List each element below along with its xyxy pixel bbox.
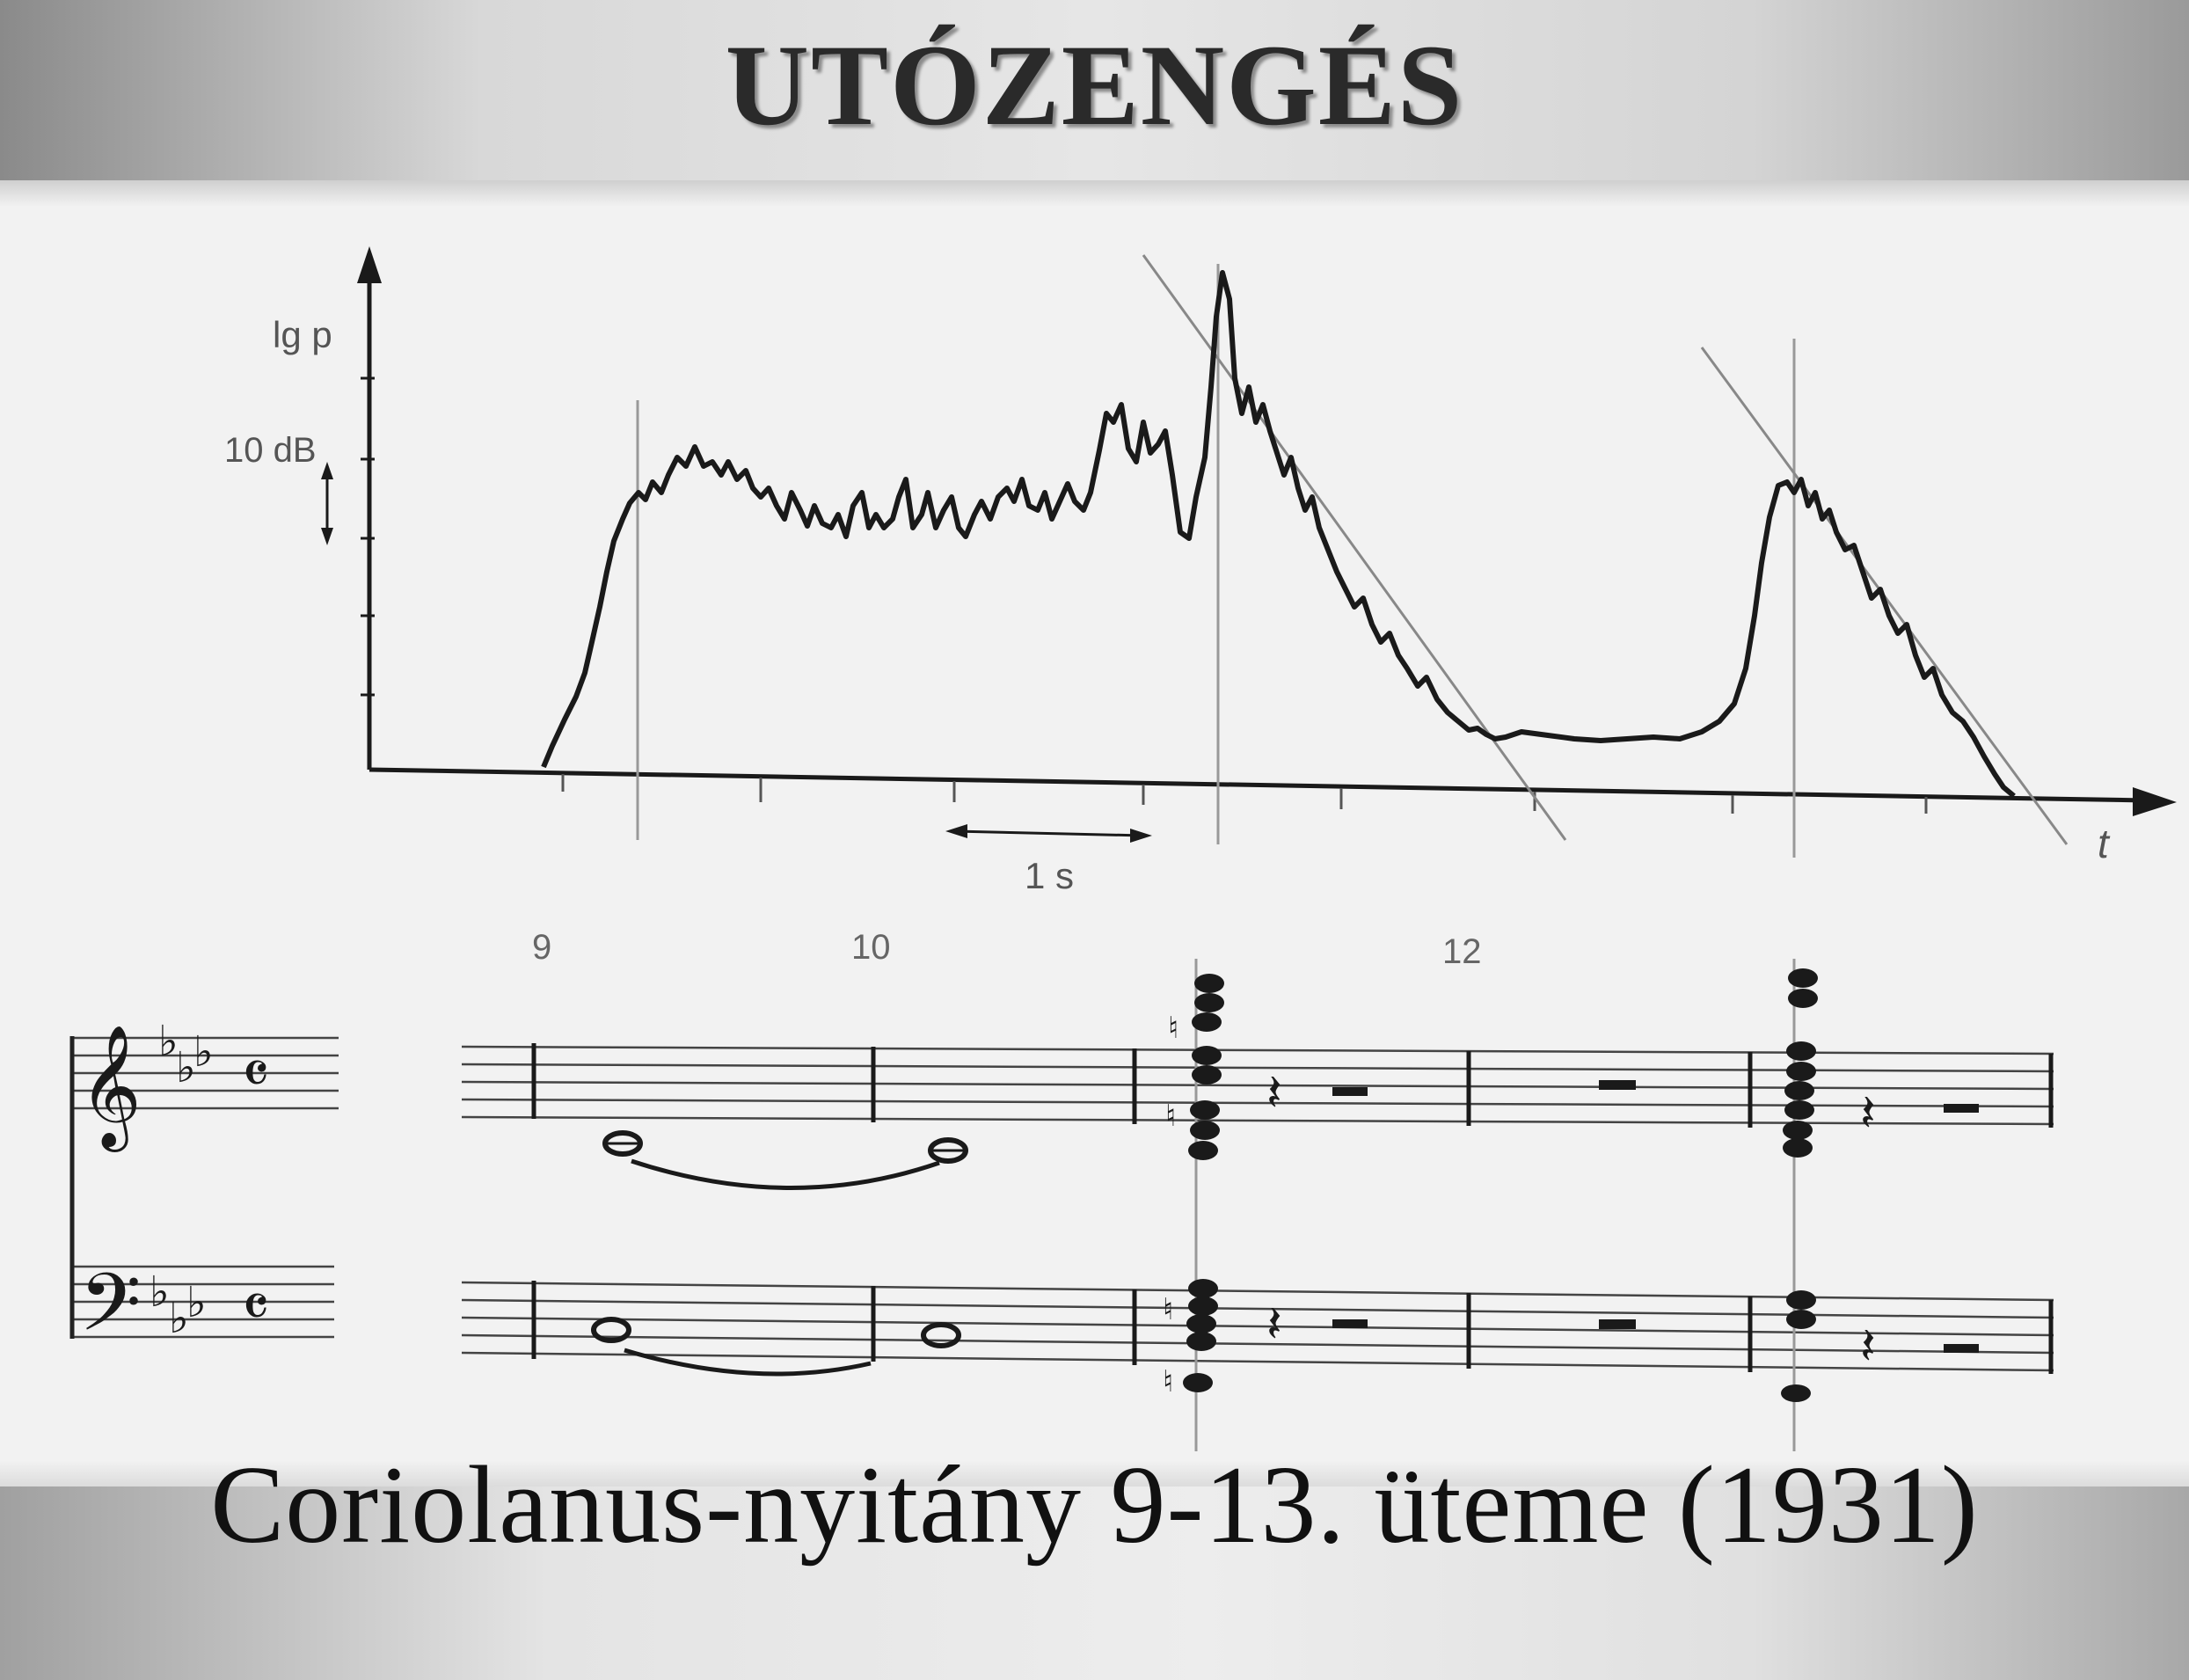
svg-text:𝄽: 𝄽 (1266, 1294, 1282, 1354)
title-band-fade (0, 180, 2189, 207)
rests-measure-13: 𝄽 𝄽 (1860, 1083, 1979, 1376)
decay-graph (321, 246, 2177, 858)
svg-text:𝄽: 𝄽 (1860, 1316, 1876, 1376)
score-guide-lines (1194, 959, 1796, 1451)
level-curve (541, 270, 2016, 799)
svg-text:♭: ♭ (158, 1017, 179, 1066)
svg-text:♭: ♭ (176, 1043, 196, 1092)
svg-text:♮: ♮ (1168, 1011, 1178, 1046)
treble-key-signature: ♭♭♭ (158, 1017, 214, 1092)
barlines (531, 1043, 2054, 1374)
title-band (0, 0, 2189, 180)
svg-text:♭: ♭ (193, 1027, 214, 1077)
time-scale-label: 1 s (1025, 855, 1074, 896)
measure-number-12: 12 (1442, 932, 1482, 971)
bass-time-signature: 𝄴 (242, 1271, 269, 1343)
bass-tied-whole-notes (591, 1317, 961, 1377)
rests-measure-12 (1599, 1080, 1636, 1329)
x-ticks (561, 774, 1928, 814)
svg-text:𝄽: 𝄽 (1860, 1083, 1876, 1143)
db-scale-arrow (321, 462, 333, 545)
svg-text:♭: ♭ (169, 1294, 189, 1343)
caption: Coriolanus-nyitány 9-13. üteme (1931) (210, 1444, 1979, 1567)
treble-time-signature: 𝄴 (242, 1038, 269, 1110)
treble-clef: 𝄞 (79, 1025, 142, 1152)
x-axis-arrow (2133, 787, 2177, 816)
bass-chord-2 (1781, 1290, 1816, 1402)
svg-text:♮: ♮ (1163, 1364, 1173, 1399)
bass-chord-1: ♮ ♮ (1163, 1279, 1218, 1399)
y-axis-arrow (357, 246, 382, 283)
treble-chord-2 (1783, 968, 1818, 1158)
decay-fit-line-1 (1142, 254, 1567, 841)
caption-band-fade (0, 1460, 2189, 1486)
svg-text:♭: ♭ (150, 1267, 170, 1317)
x-axis-label: t (2098, 821, 2111, 866)
bass-key-signature: ♭♭♭ (150, 1267, 207, 1343)
treble-chord-1: ♮ ♮ (1165, 974, 1224, 1160)
bass-staff (70, 1265, 2054, 1372)
slide-title: UTÓZENGÉS (725, 20, 1464, 150)
svg-text:♭: ♭ (186, 1278, 207, 1327)
time-scale-arrow (945, 824, 1152, 843)
svg-text:♮: ♮ (1163, 1292, 1173, 1327)
rests-measure-11: 𝄽 𝄽 (1266, 1063, 1368, 1354)
bass-clef: 𝄢 (79, 1256, 142, 1369)
measure-number-9: 9 (532, 928, 551, 967)
treble-tied-whole-notes (602, 1130, 968, 1190)
svg-text:♮: ♮ (1165, 1099, 1176, 1134)
y-ticks (361, 376, 375, 697)
svg-text:𝄽: 𝄽 (1266, 1063, 1282, 1122)
treble-staff (70, 1036, 2054, 1126)
measure-number-10: 10 (851, 928, 891, 967)
y-axis-label: lg p (273, 314, 332, 355)
x-axis (368, 767, 2147, 803)
caption-band (0, 1486, 2189, 1680)
scale-label: 10 dB (224, 431, 317, 470)
